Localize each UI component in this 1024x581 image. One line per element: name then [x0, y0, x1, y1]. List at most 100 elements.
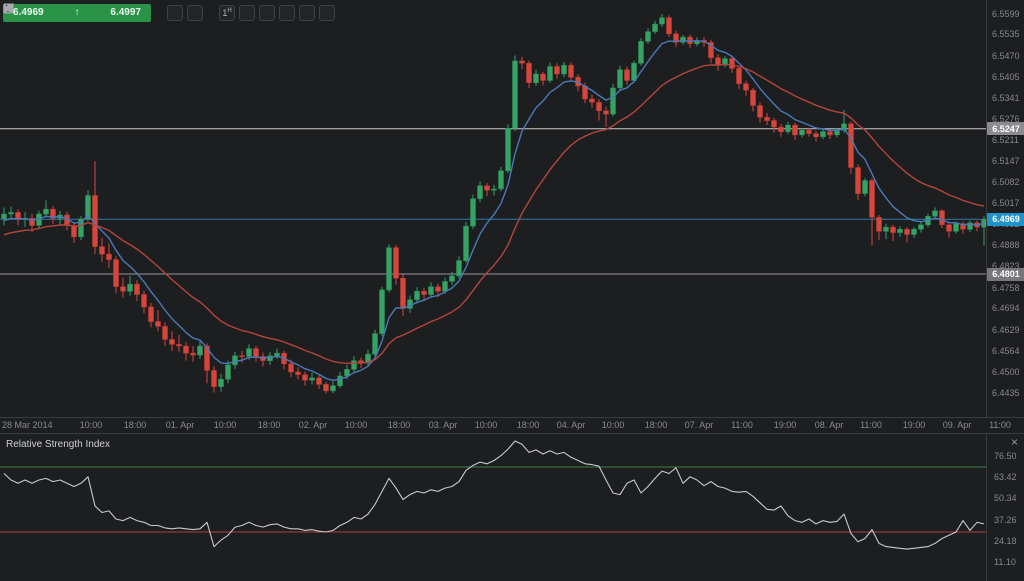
- candle-body: [617, 69, 623, 89]
- candle-body: [666, 17, 672, 35]
- candle-body: [883, 226, 889, 232]
- rsi-tick-label: 11.10: [994, 557, 1016, 568]
- candle-body: [806, 130, 812, 134]
- chart-type-button[interactable]: [3, 3, 255, 21]
- candle-body: [610, 87, 616, 115]
- candle-body: [729, 58, 735, 69]
- candle-body: [946, 224, 952, 232]
- candle-body: [29, 218, 35, 226]
- candle-body: [288, 363, 294, 373]
- time-tick-label: 09. Apr: [942, 420, 972, 430]
- candle-body: [246, 348, 252, 357]
- edit-button[interactable]: [3, 3, 315, 21]
- compare-button[interactable]: [3, 3, 295, 21]
- price-tick-label: 6.4435: [992, 387, 1020, 398]
- candle-body: [554, 66, 560, 75]
- time-tick-label: 10:00: [213, 420, 237, 430]
- price-tick-label: 6.5211: [992, 134, 1019, 145]
- draw-button[interactable]: [4, 3, 335, 21]
- price-axis[interactable]: 6.5599 6.5535 6.5470 6.5405 6.5341 6.5276 6.52…: [986, 0, 1024, 417]
- price-badge-6.4801: 6.4801: [987, 267, 1024, 281]
- candle-body: [225, 364, 231, 380]
- candle-body: [120, 286, 126, 292]
- price-tick-label: 6.5341: [992, 92, 1020, 103]
- zoom-out-button[interactable]: [3, 3, 203, 21]
- ask-price: 6.4997: [110, 7, 141, 18]
- candle-body: [351, 360, 357, 370]
- main-chart-svg[interactable]: [0, 0, 986, 417]
- price-tick-label: 6.5147: [992, 155, 1020, 166]
- rsi-panel[interactable]: Relative Strength Index × 76.50 63.42 50.3…: [0, 433, 1024, 581]
- candle-body: [904, 229, 910, 235]
- time-tick-label: 04. Apr: [556, 420, 586, 430]
- candle-body: [589, 98, 595, 103]
- candle-body: [785, 124, 791, 132]
- candle-body: [505, 128, 511, 172]
- candle-body: [953, 223, 959, 232]
- chart-toolbar: 6.4969 ↑ 6.4997: [3, 3, 335, 22]
- candle-body: [190, 352, 196, 356]
- rsi-axis[interactable]: × 76.50 63.42 50.34 37.26 24.18 11.10: [986, 434, 1024, 581]
- price-tick-label: 6.4694: [992, 303, 1020, 314]
- timeframe-button[interactable]: 1H: [219, 4, 235, 21]
- candle-body: [939, 210, 945, 226]
- time-axis[interactable]: 28 Mar 2014 10:00 18:00 01. Apr 10:00 18:00 02…: [0, 417, 1024, 433]
- time-tick-label: 10:00: [344, 420, 368, 430]
- candle-body: [813, 133, 819, 138]
- zoom-in-button[interactable]: [3, 3, 183, 21]
- rsi-tick-label: 50.34: [994, 493, 1017, 504]
- price-tick-label: 6.5017: [992, 198, 1020, 209]
- candle-body: [393, 247, 399, 279]
- candle-body: [435, 286, 441, 292]
- candle-body: [596, 102, 602, 112]
- main-chart-area[interactable]: 6.4969 ↑ 6.4997: [0, 0, 986, 417]
- candle-body: [911, 229, 917, 235]
- candle-body: [302, 374, 308, 381]
- time-tick-label: 19:00: [902, 420, 926, 430]
- candle-body: [764, 117, 770, 121]
- rsi-tick-label: 76.50: [994, 450, 1017, 461]
- candle-body: [491, 188, 497, 191]
- candle-body: [484, 185, 490, 191]
- rsi-close-button[interactable]: ×: [1011, 435, 1018, 449]
- candle-body: [680, 36, 686, 43]
- candle-body: [113, 259, 119, 287]
- price-badge-6.4969: 6.4969: [987, 212, 1024, 226]
- candle-body: [820, 131, 826, 138]
- candle-body: [162, 326, 168, 340]
- price-tick-label: 6.5276: [992, 113, 1020, 124]
- rsi-chart-svg[interactable]: [0, 434, 986, 581]
- candle-body: [932, 210, 938, 217]
- candle-body: [71, 225, 77, 238]
- rsi-tick-label: 63.42: [994, 472, 1017, 483]
- candle-body: [841, 123, 847, 131]
- close-icon: ×: [1010, 435, 1018, 449]
- candle-body: [470, 198, 476, 227]
- time-tick-label: 10:00: [79, 420, 103, 430]
- time-tick-label: 19:00: [773, 420, 797, 430]
- time-tick-label: 01. Apr: [165, 420, 195, 430]
- candle-body: [603, 110, 609, 115]
- candle-body: [344, 369, 350, 377]
- candle-body: [78, 218, 84, 238]
- candle-body: [239, 355, 245, 358]
- timeframe-1h-label: 1H: [222, 7, 232, 18]
- candle-body: [533, 73, 539, 84]
- candle-body: [449, 275, 455, 282]
- candle-body: [498, 170, 504, 190]
- indicators-button[interactable]: [4, 3, 275, 21]
- candle-body: [218, 378, 224, 387]
- candle-body: [876, 217, 882, 232]
- price-tick-label: 6.4564: [992, 345, 1020, 356]
- bid-price: 6.4969: [13, 7, 44, 18]
- time-tick-label: 10:00: [601, 420, 625, 430]
- candle-body: [799, 130, 805, 136]
- candle-body: [400, 277, 406, 309]
- candle-body: [659, 17, 665, 25]
- ma-slow-line: [3, 63, 985, 364]
- price-badge-6.5247: 6.5247: [987, 122, 1024, 136]
- time-tick-label: 03. Apr: [428, 420, 458, 430]
- candle-body: [421, 290, 427, 295]
- price-tick-label: 6.5470: [992, 50, 1020, 61]
- candle-body: [869, 180, 875, 218]
